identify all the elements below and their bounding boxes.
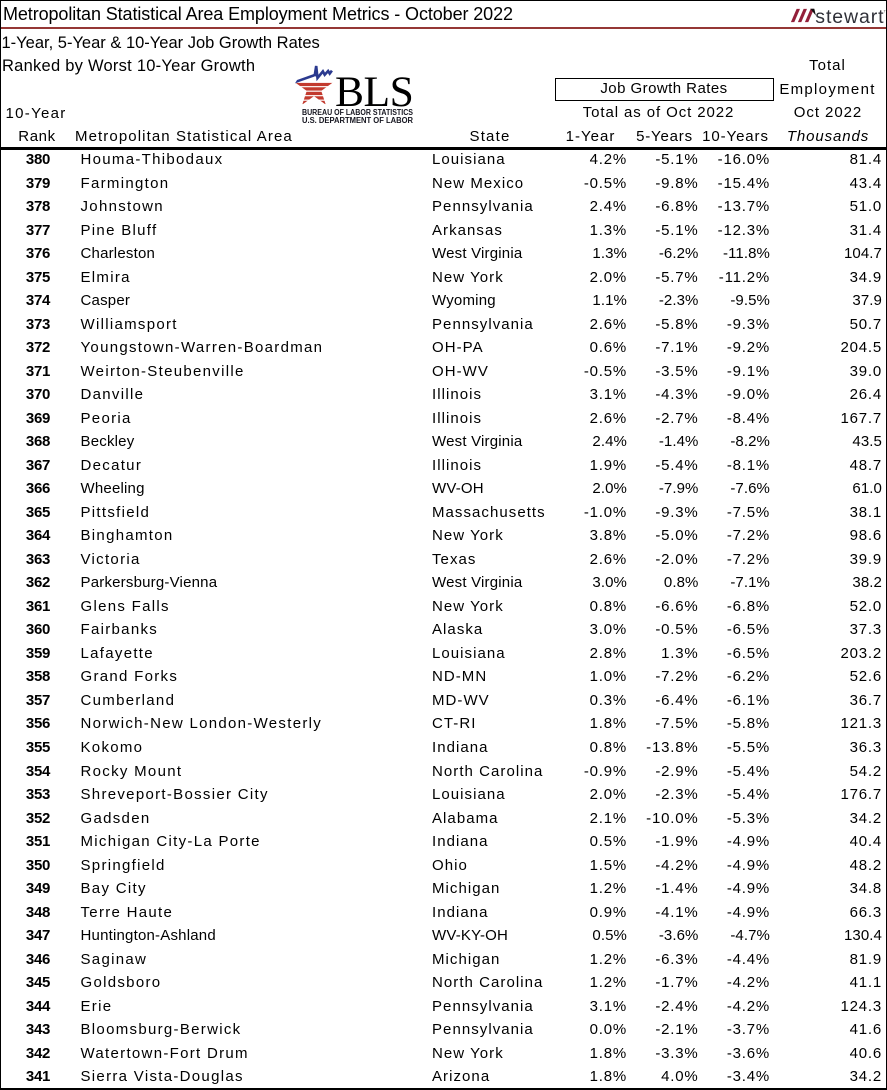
svg-text:BLS: BLS [335, 68, 413, 116]
svg-text:stewart: stewart [815, 8, 884, 28]
svg-text:U.S. DEPARTMENT OF LABOR: U.S. DEPARTMENT OF LABOR [302, 115, 414, 125]
svg-text:BUREAU OF LABOR STATISTICS: BUREAU OF LABOR STATISTICS [302, 107, 413, 117]
svg-text:TM: TM [884, 9, 887, 14]
